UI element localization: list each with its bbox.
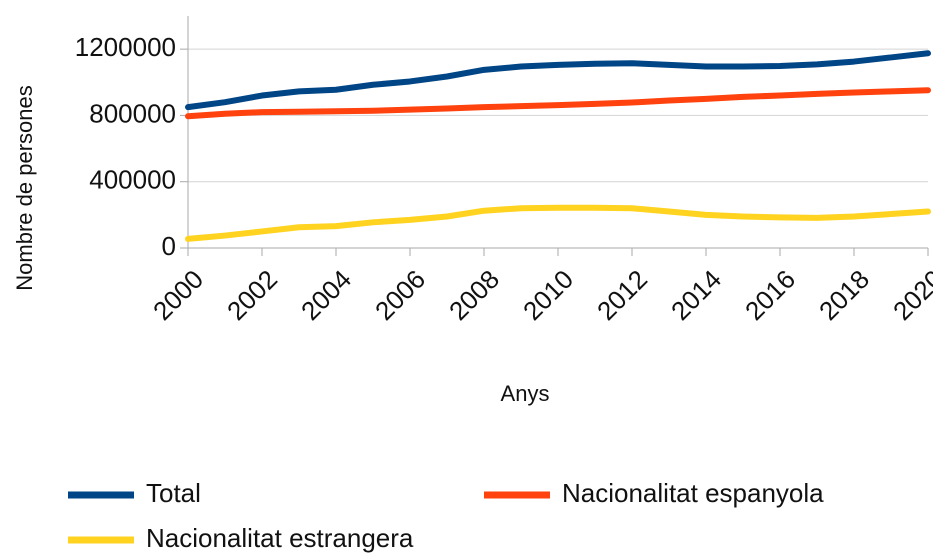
x-axis-label: Anys	[501, 381, 550, 406]
y-tick-label: 1200000	[75, 32, 176, 62]
y-tick-label: 400000	[89, 165, 176, 195]
x-tick-label: 2012	[591, 264, 653, 326]
series-line	[185, 87, 931, 120]
x-tick-label: 2002	[221, 264, 283, 326]
legend-label: Total	[146, 478, 201, 508]
x-tick-label: 2000	[147, 264, 209, 326]
x-tick-label: 2010	[517, 264, 579, 326]
x-tick-label: 2014	[665, 264, 727, 326]
y-tick-label: 800000	[89, 98, 176, 128]
x-tick-label: 2006	[369, 264, 431, 326]
x-tick-label: 2018	[813, 264, 875, 326]
series-line	[185, 50, 931, 111]
legend-label: Nacionalitat espanyola	[562, 478, 824, 508]
x-tick-label: 2004	[295, 264, 357, 326]
y-tick-label: 0	[162, 231, 176, 261]
x-tick-label: 2020	[887, 264, 933, 326]
legend-label: Nacionalitat estrangera	[146, 523, 414, 553]
series-line	[185, 204, 931, 242]
x-tick-label: 2016	[739, 264, 801, 326]
x-tick-label: 2008	[443, 264, 505, 326]
y-axis-label: Nombre de persones	[12, 85, 37, 290]
